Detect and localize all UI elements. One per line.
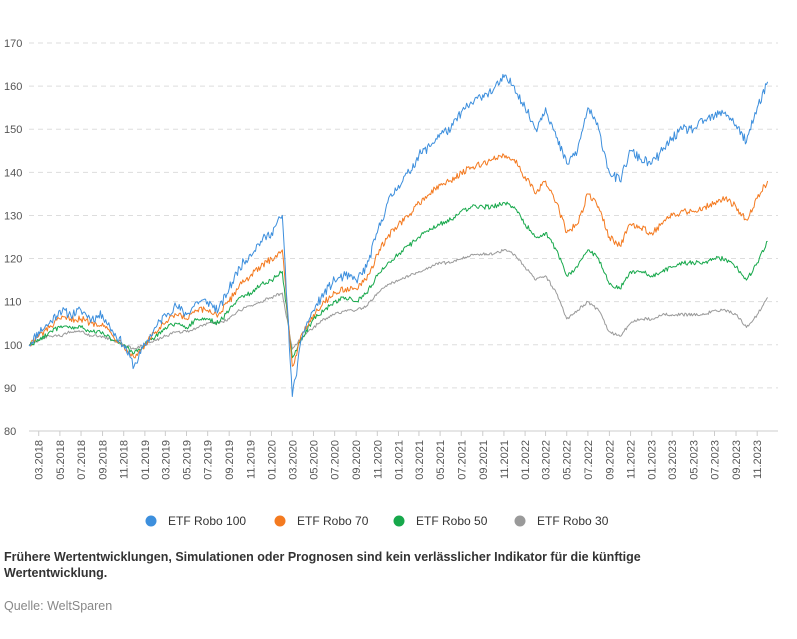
y-tick-label: 170 xyxy=(4,38,22,50)
line-chart: 80 90 100 110 120 130 140 150 160 170 03.2018 05.2… xyxy=(4,38,778,528)
legend-marker xyxy=(393,515,405,527)
legend-marker xyxy=(145,515,157,527)
series-line-etf-robo-70 xyxy=(28,153,769,367)
x-tick-label: 09.2020 xyxy=(351,440,363,480)
legend-item-etf-robo-30[interactable]: ETF Robo 30 xyxy=(514,514,609,528)
x-axis: 03.2018 05.2018 07.2018 09.2018 11.2018 01.20… xyxy=(34,431,764,480)
x-tick-label: 09.2022 xyxy=(604,440,616,480)
legend-label: ETF Robo 70 xyxy=(297,514,369,528)
y-tick-label: 100 xyxy=(4,340,22,352)
disclaimer-text: Frühere Wertentwicklungen, Simulationen … xyxy=(4,550,641,580)
y-tick-label: 150 xyxy=(4,124,22,136)
series-line-etf-robo-50 xyxy=(28,201,768,359)
x-tick-label: 01.2022 xyxy=(520,440,532,480)
x-tick-label: 07.2022 xyxy=(583,440,595,480)
x-tick-label: 05.2022 xyxy=(562,440,574,480)
x-tick-label: 07.2018 xyxy=(76,440,88,480)
x-tick-label: 07.2019 xyxy=(203,440,215,480)
y-tick-label: 160 xyxy=(4,81,22,93)
series-line-etf-robo-30 xyxy=(29,249,769,350)
x-tick-label: 01.2019 xyxy=(140,440,152,480)
x-tick-label: 01.2021 xyxy=(393,440,405,480)
x-tick-label: 11.2021 xyxy=(499,440,511,479)
x-tick-label: 05.2021 xyxy=(435,440,447,480)
source-text: Quelle: WeltSparen xyxy=(4,599,113,613)
series-line-etf-robo-100 xyxy=(28,73,769,397)
legend-marker xyxy=(274,515,286,527)
series-lines xyxy=(28,73,769,397)
x-tick-label: 01.2023 xyxy=(647,440,659,480)
x-tick-label: 05.2018 xyxy=(55,440,67,480)
x-tick-label: 09.2023 xyxy=(731,440,743,480)
x-tick-label: 07.2023 xyxy=(710,440,722,480)
legend-label: ETF Robo 50 xyxy=(416,514,488,528)
y-tick-label: 90 xyxy=(4,383,16,395)
x-tick-label: 03.2020 xyxy=(287,440,299,480)
x-tick-label: 09.2021 xyxy=(478,440,490,480)
y-tick-label: 130 xyxy=(4,210,22,222)
x-tick-label: 09.2018 xyxy=(98,440,110,480)
x-tick-label: 11.2020 xyxy=(372,440,384,479)
x-tick-label: 03.2021 xyxy=(414,440,426,480)
y-tick-label: 80 xyxy=(4,426,16,438)
x-tick-label: 07.2021 xyxy=(456,440,468,480)
legend[interactable]: ETF Robo 100 ETF Robo 70 ETF Robo 50 ETF Ro… xyxy=(145,514,609,528)
x-tick-label: 11.2019 xyxy=(245,440,257,479)
y-tick-label: 110 xyxy=(4,297,22,309)
x-tick-label: 05.2019 xyxy=(182,440,194,480)
y-axis: 80 90 100 110 120 130 140 150 160 170 xyxy=(4,38,22,438)
y-tick-label: 140 xyxy=(4,167,22,179)
x-tick-label: 07.2020 xyxy=(330,440,342,480)
legend-label: ETF Robo 100 xyxy=(168,514,246,528)
x-tick-label: 01.2020 xyxy=(266,440,278,480)
gridlines xyxy=(29,42,778,432)
x-tick-label: 11.2022 xyxy=(626,440,638,479)
x-tick-label: 03.2019 xyxy=(160,440,172,480)
legend-item-etf-robo-70[interactable]: ETF Robo 70 xyxy=(274,514,369,528)
x-tick-label: 11.2023 xyxy=(752,440,764,479)
x-tick-label: 03.2022 xyxy=(541,440,553,480)
x-tick-label: 11.2018 xyxy=(119,440,131,479)
x-tick-label: 05.2023 xyxy=(688,440,700,480)
legend-marker xyxy=(514,515,526,527)
x-tick-label: 03.2018 xyxy=(34,440,46,480)
y-tick-label: 120 xyxy=(4,254,22,266)
legend-item-etf-robo-100[interactable]: ETF Robo 100 xyxy=(145,514,247,528)
x-tick-label: 03.2023 xyxy=(667,440,679,480)
legend-label: ETF Robo 30 xyxy=(537,514,609,528)
legend-item-etf-robo-50[interactable]: ETF Robo 50 xyxy=(393,514,488,528)
x-tick-label: 09.2019 xyxy=(224,440,236,480)
x-tick-label: 05.2020 xyxy=(308,440,320,480)
